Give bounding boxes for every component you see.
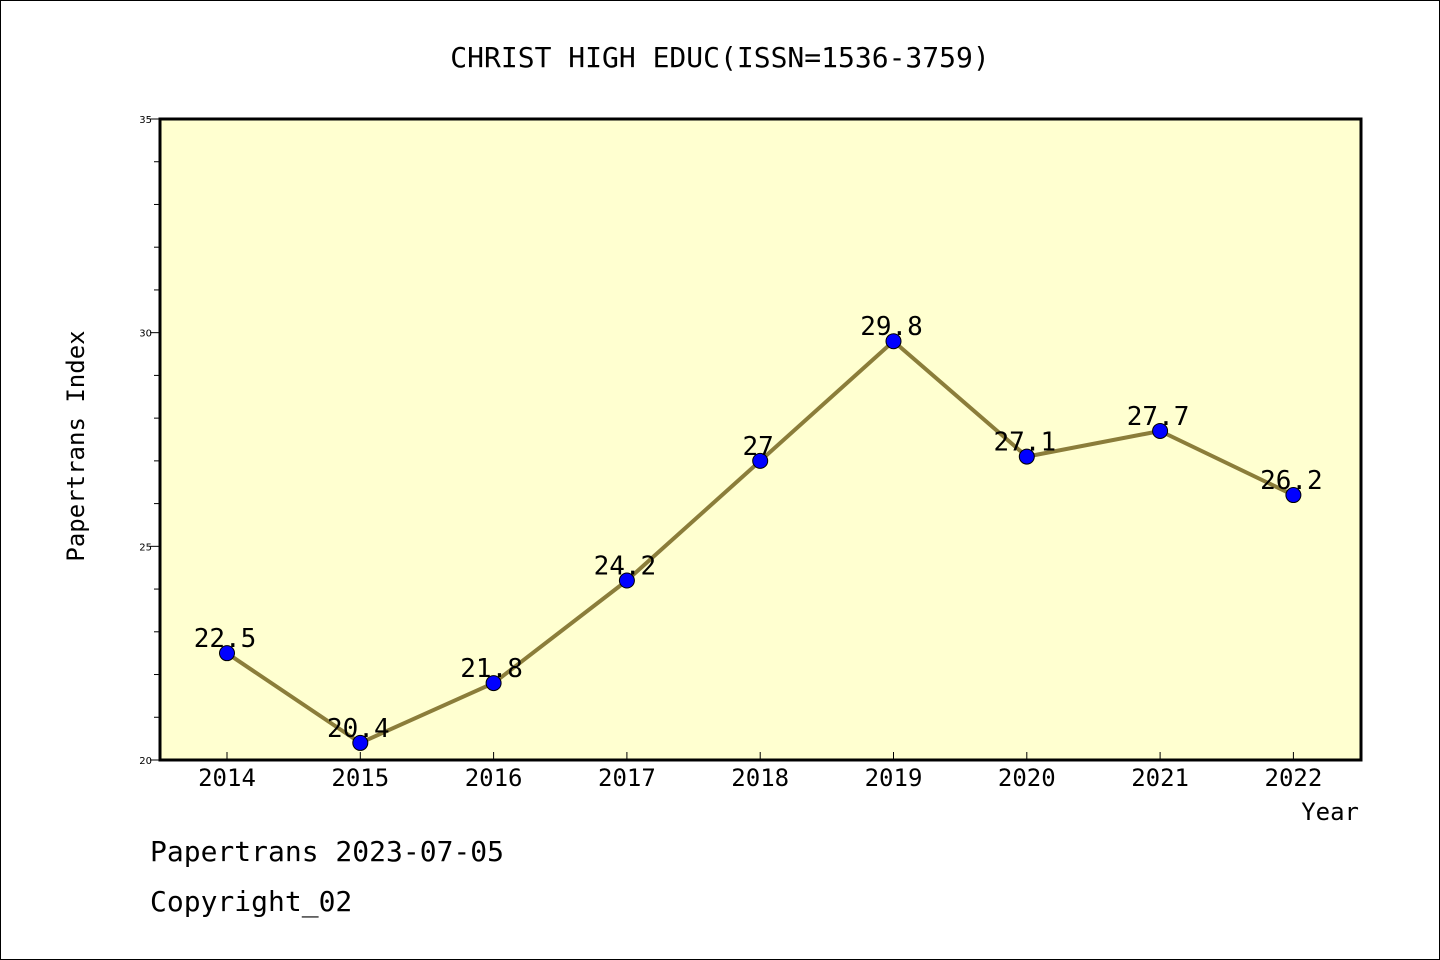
- data-label: 24.2: [594, 552, 657, 582]
- data-label: 27: [743, 432, 774, 462]
- x-tick-label: 2022: [1265, 764, 1323, 792]
- series-markers: [219, 333, 1302, 751]
- y-tick-label: 20: [139, 756, 152, 767]
- data-label: 26.2: [1260, 466, 1323, 496]
- data-point-marker: [219, 645, 235, 662]
- x-axis: 2014 2015 2016 2017 2018 2019 2020 2021 2022: [198, 752, 1322, 792]
- data-point-marker: [1018, 448, 1035, 465]
- data-point-marker: [1152, 422, 1169, 439]
- footer-date-line: Papertrans 2023-07-05: [150, 835, 505, 868]
- data-label: 22.5: [194, 624, 257, 654]
- data-point-marker: [485, 675, 502, 692]
- data-label: 29.8: [860, 312, 923, 342]
- data-point-marker: [752, 452, 769, 469]
- data-labels: 22.5 20.4 21.8 24.2 27 29.8 27.1 27.7 26.2: [194, 312, 1323, 744]
- x-tick-label: 2020: [998, 764, 1056, 792]
- plot-area: [158, 117, 1363, 762]
- data-label: 27.1: [993, 428, 1056, 458]
- data-label: 27.7: [1127, 402, 1190, 432]
- data-label: 21.8: [460, 654, 523, 684]
- x-tick-label: 2018: [731, 764, 789, 792]
- x-tick-label: 2019: [865, 764, 923, 792]
- y-tick-label: 25: [139, 542, 152, 553]
- x-tick-label: 2014: [198, 764, 256, 792]
- data-label: 20.4: [327, 714, 390, 744]
- y-tick-label: 30: [139, 329, 152, 340]
- data-point-marker: [618, 572, 635, 589]
- data-point-marker: [1285, 487, 1302, 504]
- x-tick-label: 2021: [1131, 764, 1189, 792]
- y-tick-label: 35: [139, 115, 152, 126]
- x-axis-label: Year: [1301, 798, 1359, 826]
- x-tick-label: 2016: [465, 764, 523, 792]
- x-tick-label: 2015: [331, 764, 389, 792]
- footer-copyright: Copyright_02: [150, 885, 353, 918]
- x-tick-label: 2017: [598, 764, 656, 792]
- y-axis-label: Papertrans Index: [62, 330, 90, 561]
- y-axis: 20 25 30 35: [139, 115, 160, 767]
- data-point-marker: [885, 333, 902, 350]
- chart-title: CHRIST HIGH EDUC(ISSN=1536-3759): [450, 41, 989, 74]
- data-point-marker: [352, 734, 369, 751]
